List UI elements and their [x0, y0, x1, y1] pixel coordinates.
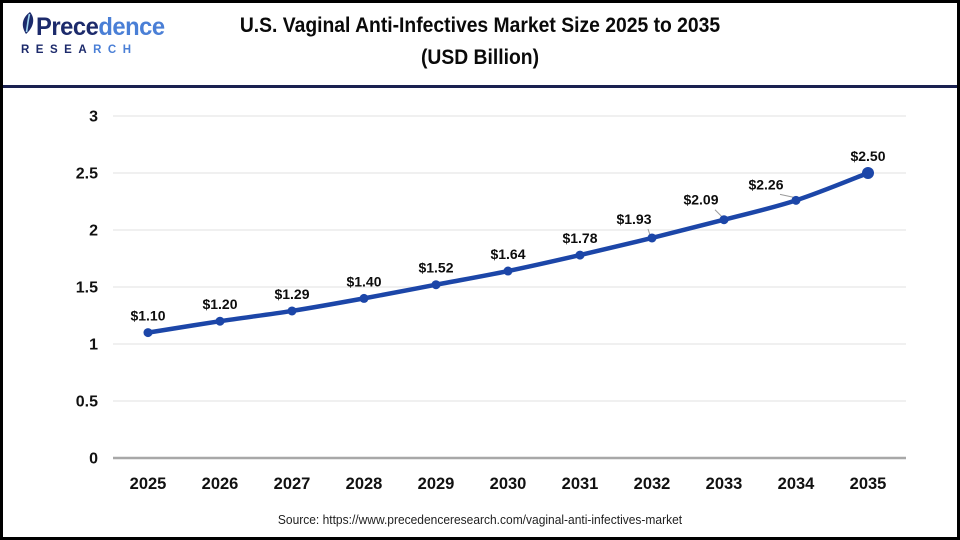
x-tick-label: 2026: [202, 475, 239, 493]
logo-sub-light: RCH: [93, 44, 138, 56]
y-tick-label: 0.5: [76, 394, 98, 411]
y-tick-label: 1: [89, 337, 98, 354]
logo-word-light: dence: [98, 13, 165, 41]
data-point: [359, 293, 369, 303]
axis-tick-labels: 0 0.5 1 1.5 2 2.5 3 2025 2026 2027 2028 2029 2030 203…: [76, 109, 887, 494]
data-label: $2.09: [683, 192, 718, 208]
leader-line: [647, 228, 651, 236]
line-chart: 0 0.5 1 1.5 2 2.5 3 2025 2026 2027 2028 2029 2030 203…: [76, 109, 906, 494]
y-tick-label: 2: [89, 223, 98, 240]
x-tick-label: 2035: [850, 475, 887, 493]
y-tick-label: 1.5: [76, 280, 98, 297]
x-tick-label: 2031: [562, 475, 599, 493]
x-tick-label: 2029: [418, 475, 455, 493]
x-tick-label: 2027: [274, 475, 311, 493]
data-point: [431, 280, 441, 290]
data-label: $1.20: [202, 296, 237, 312]
data-point: [719, 215, 729, 225]
grid-lines: [113, 115, 906, 460]
header-divider: [3, 85, 957, 88]
x-tick-label: 2030: [490, 475, 527, 493]
logo-wordmark: Precedence: [36, 13, 165, 42]
y-tick-label: 3: [89, 109, 98, 126]
chart-title-line2: (USD Billion): [420, 46, 540, 69]
data-label: $1.52: [418, 260, 453, 276]
logo-word-dark: Prece: [36, 13, 99, 41]
data-label: $1.29: [274, 286, 309, 302]
x-tick-label: 2033: [706, 475, 743, 493]
leader-line: [779, 193, 795, 198]
label-leader-lines: [647, 193, 795, 236]
leader-line: [714, 209, 723, 218]
data-point: [791, 195, 801, 205]
y-tick-label: 2.5: [76, 166, 98, 183]
data-point: [503, 266, 513, 276]
data-label: $2.26: [748, 176, 783, 192]
data-label: $1.78: [562, 230, 597, 246]
x-tick-label: 2028: [346, 475, 383, 493]
data-point: [575, 250, 585, 260]
precedence-research-logo: Precedence RESEARCH: [19, 12, 189, 56]
data-point: [647, 233, 657, 243]
data-label: $1.93: [616, 211, 651, 227]
source-text: Source: https://www.precedenceresearch.c…: [277, 513, 683, 527]
data-series: [143, 167, 874, 338]
data-point: [143, 328, 153, 338]
data-label: $1.40: [346, 273, 381, 289]
x-tick-label: 2034: [778, 475, 816, 493]
data-point: [287, 306, 297, 316]
x-tick-label: 2025: [130, 475, 167, 493]
logo-subtitle: RESEARCH: [21, 44, 189, 56]
data-label: $1.64: [490, 246, 525, 262]
data-point: [215, 316, 225, 326]
x-tick-label: 2032: [634, 475, 671, 493]
leaf-icon: [22, 12, 34, 34]
data-labels: $1.10 $1.20 $1.29 $1.40 $1.52 $1.64 $1.78 $1.93…: [130, 148, 885, 324]
data-label: $2.50: [850, 148, 885, 164]
chart-title: U.S. Vaginal Anti-Infectives Market Size…: [41, 10, 919, 74]
data-label: $1.10: [130, 308, 165, 324]
logo-sub-dark: RESEA: [21, 44, 94, 56]
y-tick-label: 0: [89, 451, 98, 468]
data-point: [862, 167, 874, 179]
header: Precedence RESEARCH U.S. Vaginal Anti-In…: [3, 3, 957, 85]
chart-title-line1: U.S. Vaginal Anti-Infectives Market Size…: [239, 14, 721, 37]
